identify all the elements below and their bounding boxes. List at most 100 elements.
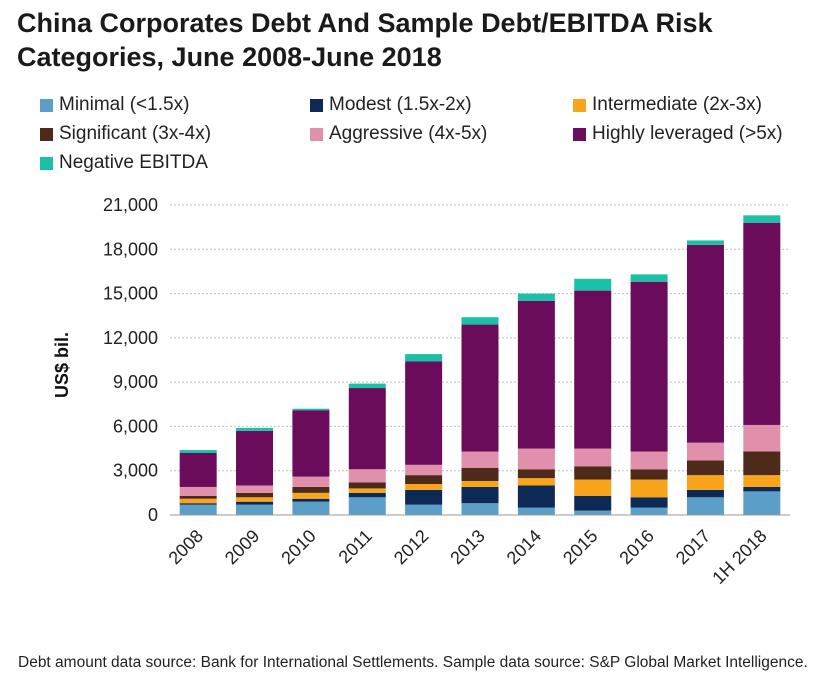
bar-segment [179,504,217,515]
bar-segment [348,488,386,493]
legend-item: Highly leveraged (>5x) [573,121,783,147]
bar-segment [743,424,781,452]
x-tick-label: 2010 [277,526,319,568]
bar-segment [686,489,724,498]
x-tick-label: 2013 [446,526,488,568]
bar-segment [292,476,330,487]
bar-segment [517,507,555,515]
x-tick-label: 2017 [672,526,714,568]
bar-segment [348,469,386,483]
bar-segment [405,475,443,484]
bar-segment [236,427,274,431]
legend-label: Minimal (<1.5x) [59,94,190,115]
bar-segment [686,475,724,490]
bar-segment [686,244,724,443]
bar-segment [292,408,330,411]
bar-segment [236,504,274,515]
x-tick-label: 2008 [165,526,207,568]
bar-segment [292,501,330,515]
legend: Minimal (<1.5x) Modest (1.5x-2x) Intermedi… [40,92,820,182]
bar-segment [405,464,443,476]
bar-segment [517,448,555,470]
bar-segment [405,504,443,515]
bar-segment [517,478,555,486]
bar-segment [179,486,217,496]
legend-label: Highly leveraged (>5x) [592,123,783,144]
bar-segment [292,486,330,493]
x-tick-label: 2014 [503,526,545,568]
y-tick-label: 18,000 [103,239,158,259]
bar-segment [630,451,668,470]
bar-segment [179,495,217,499]
x-tick-label: 1H 2018 [708,526,770,588]
bar-segment [348,388,386,470]
legend-swatch [573,98,586,112]
bar-segment [348,482,386,489]
legend-item: Modest (1.5x-2x) [310,92,472,118]
x-tick-label: 2015 [559,526,601,568]
bar-segment [574,510,612,515]
bar-segment [292,498,330,502]
y-tick-label: 6,000 [113,416,158,436]
bar-segment [743,486,781,492]
bar-segment [574,278,612,291]
bar-segment [292,492,330,499]
bar-segment [348,497,386,515]
y-axis-title: US$ bil. [52,332,72,398]
bar-segment [574,290,612,449]
bar-segment [743,222,781,425]
bar-segment [574,448,612,467]
x-tick-label: 2016 [615,526,657,568]
bar-segment [743,451,781,476]
bar-segment [236,492,274,498]
bar-segment [236,485,274,493]
bar-segment [630,507,668,515]
bar-segment [405,484,443,490]
bar-segment [461,451,499,468]
bar-segment [574,479,612,496]
bar-segment [405,354,443,362]
legend-item: Negative EBITDA [40,150,208,176]
y-tick-label: 15,000 [103,284,158,304]
bar-segment [348,383,386,389]
bar-segment [461,317,499,325]
y-tick-label: 21,000 [103,195,158,215]
bar-segment [461,503,499,515]
legend-swatch [310,127,323,141]
bar-segment [179,498,217,504]
legend-label: Aggressive (4x-5x) [329,123,488,144]
bar-segment [574,466,612,480]
y-tick-label: 9,000 [113,372,158,392]
bar-segment [461,324,499,452]
source-note: Debt amount data source: Bank for Intern… [18,654,808,671]
bar-segment [686,460,724,476]
chart-title: China Corporates Debt And Sample Debt/EB… [17,8,713,72]
legend-swatch [40,156,53,170]
legend-item: Minimal (<1.5x) [40,92,189,118]
bar-segment [179,453,217,487]
bar-segment [686,497,724,515]
legend-label: Negative EBITDA [59,152,208,173]
bar-segment [630,281,668,452]
bar-segment [743,491,781,515]
y-tick-label: 12,000 [103,328,158,348]
legend-swatch [40,127,53,141]
bar-segment [461,481,499,487]
bar-segment [236,501,274,505]
legend-swatch [573,127,586,141]
bar-segment [348,492,386,498]
bar-segment [630,479,668,498]
plot-area: 0 3,000 6,000 9,000 12,000 15,000 18,000 21,000… [52,195,790,588]
y-tick-label: 0 [148,505,158,525]
legend-swatch [40,98,53,112]
bar-segment [292,410,330,477]
bar-segment [686,240,724,245]
legend-item: Intermediate (2x-3x) [573,92,762,118]
bar-segment [405,489,443,505]
legend-label: Significant (3x-4x) [59,123,212,144]
bar-segment [630,469,668,480]
bar-segment [461,486,499,504]
bar-segment [179,450,217,453]
bar-segment [236,497,274,502]
bar-segment [630,274,668,282]
